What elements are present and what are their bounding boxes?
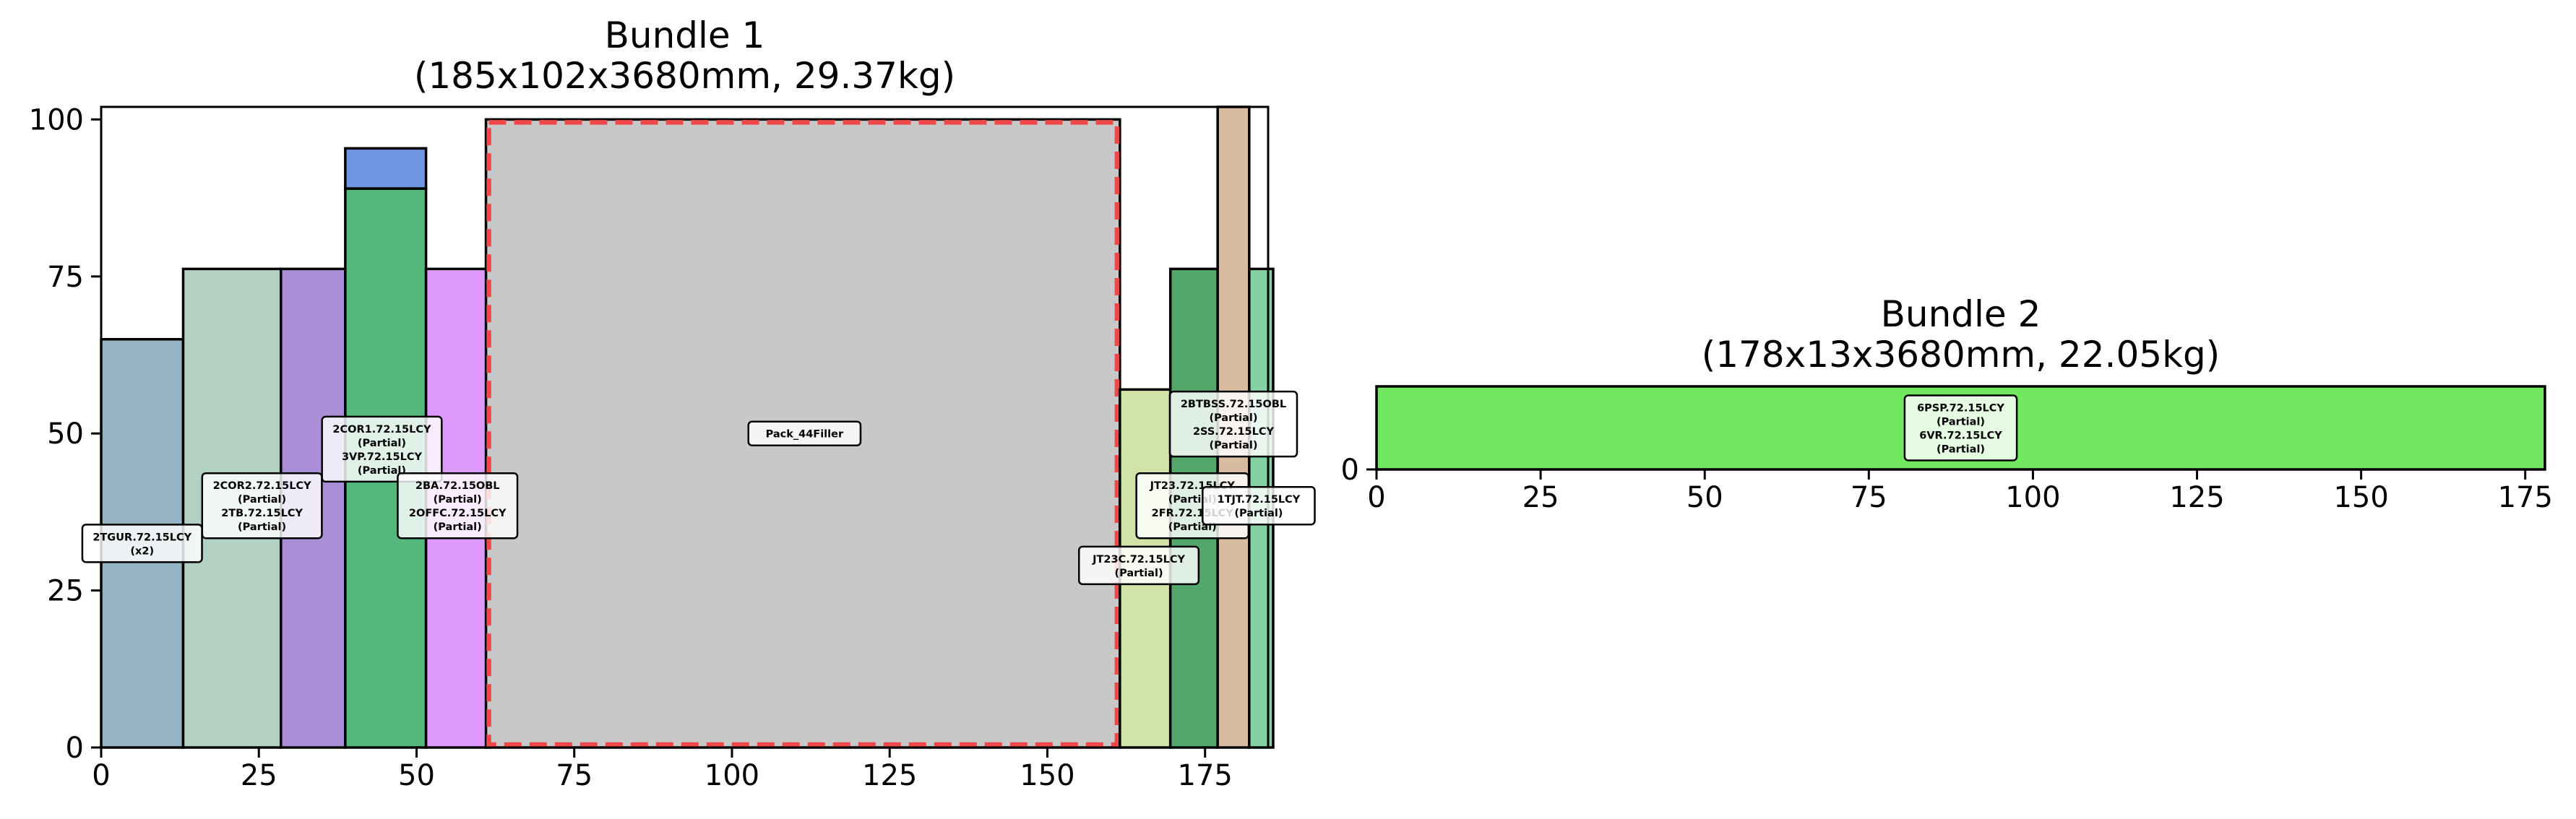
- annotation-text: 1TJT.72.15LCY: [1217, 494, 1300, 506]
- annotation-box: [1903, 394, 2018, 462]
- x-tick-label: 125: [2169, 481, 2224, 514]
- bar-1-5: [344, 147, 428, 190]
- bundle-2-panel: Bundle 2 (178x13x3680mm, 22.05kg) 0 25 50 7…: [1341, 293, 2553, 514]
- axes-frame: [1375, 385, 2546, 471]
- bar-annotation: 2BTBSS.72.15OBL (Partial) 2SS.72.15LCY (Par…: [1168, 390, 1298, 458]
- x-tick-label: 125: [862, 759, 917, 792]
- x-tick-label: 25: [241, 759, 277, 792]
- y-tick-label: 50: [47, 417, 84, 451]
- bar-annotation: 2TGUR.72.15LCY (x2): [81, 524, 203, 563]
- x-tick-label: 0: [92, 759, 110, 792]
- annotation-text: (Partial): [1114, 568, 1163, 579]
- x-tick-label: 75: [556, 759, 593, 792]
- annotation-box: [321, 415, 443, 483]
- annotation-text: (Partial): [434, 521, 482, 533]
- annotation-text: (Partial): [1209, 412, 1257, 424]
- annotation-text: 2COR1.72.15LCY: [332, 424, 431, 436]
- annotation-box: [1077, 545, 1200, 586]
- annotation-text: 2OFFC.72.15LCY: [409, 508, 507, 519]
- annotation-text: 2TB.72.15LCY: [221, 508, 303, 519]
- annotation-box: [747, 420, 862, 446]
- annotation-text: 2BA.72.15OBL: [415, 480, 500, 492]
- annotation-text: (Partial): [238, 521, 286, 533]
- annotation-text: 6PSP.72.15LCY: [1917, 403, 2004, 415]
- annotation-text: (x2): [130, 545, 154, 557]
- x-tick-label: 100: [705, 759, 759, 792]
- bar-annotation: 6PSP.72.15LCY (Partial) 6VR.72.15LCY (Parti…: [1903, 394, 2018, 462]
- x-tick-label: 100: [2005, 481, 2060, 514]
- x-tick-label: 150: [1020, 759, 1074, 792]
- highlight-outline: [486, 120, 1120, 748]
- annotation-text: (Partial): [434, 494, 482, 506]
- bundle-1-panel: Bundle 1 (185x102x3680mm, 29.37kg) 0 25 50…: [29, 14, 1316, 792]
- annotation-text: Pack_44Filler: [766, 429, 844, 441]
- annotation-box: [397, 472, 519, 540]
- annotation-box: [1202, 485, 1316, 526]
- x-tick-label: 75: [1851, 481, 1887, 514]
- annotation-text: 2BTBSS.72.15OBL: [1181, 399, 1286, 410]
- bundle-1-title: Bundle 1: [605, 14, 765, 56]
- bar-annotation: 2COR1.72.15LCY (Partial) 3VP.72.15LCY (Part…: [321, 415, 443, 483]
- x-tick-label: 25: [1522, 481, 1559, 514]
- bundle-1-subtitle: (185x102x3680mm, 29.37kg): [414, 55, 955, 97]
- bar-annotation: Pack_44Filler: [747, 420, 862, 446]
- annotation-text: (Partial): [358, 438, 406, 449]
- x-tick-label: 0: [1367, 481, 1385, 514]
- bundle-2-subtitle: (178x13x3680mm, 22.05kg): [1702, 334, 2220, 376]
- annotation-text: (Partial): [238, 494, 286, 506]
- annotation-text: (Partial): [1937, 444, 1985, 456]
- annotation-text: (Partial): [1937, 417, 1985, 428]
- bar-annotation: JT23C.72.15LCY (Partial): [1077, 545, 1200, 586]
- annotation-text: 3VP.72.15LCY: [342, 451, 423, 463]
- bundle-2-title: Bundle 2: [1881, 293, 2041, 335]
- annotation-text: JT23C.72.15LCY: [1092, 554, 1185, 566]
- x-tick-label: 50: [398, 759, 435, 792]
- annotation-text: 6VR.72.15LCY: [1919, 430, 2002, 442]
- annotation-text: (Partial): [358, 465, 406, 477]
- annotation-text: 2COR2.72.15LCY: [213, 480, 312, 492]
- y-tick-label: 75: [47, 261, 84, 294]
- bar-annotation: 1TJT.72.15LCY (Partial): [1202, 485, 1316, 526]
- x-tick-label: 50: [1687, 481, 1723, 514]
- annotation-box: [81, 524, 203, 563]
- y-tick-label: 0: [66, 732, 84, 765]
- bar-annotation: 2COR2.72.15LCY (Partial) 2TB.72.15LCY (Part…: [201, 472, 323, 540]
- annotation-box: [1168, 390, 1298, 458]
- y-tick-label: 25: [47, 575, 84, 608]
- annotation-text: 2TGUR.72.15LCY: [92, 532, 191, 543]
- x-tick-label: 150: [2333, 481, 2388, 514]
- annotation-text: (Partial): [1234, 508, 1283, 519]
- x-tick-label: 175: [2498, 481, 2553, 514]
- annotation-text: 2SS.72.15LCY: [1193, 426, 1275, 438]
- x-tick-label: 175: [1178, 759, 1233, 792]
- bar-annotation: 2BA.72.15OBL (Partial) 2OFFC.72.15LCY (Part…: [397, 472, 519, 540]
- annotation-box: [201, 472, 323, 540]
- y-tick-label: 0: [1341, 454, 1359, 487]
- annotation-text: (Partial): [1209, 440, 1257, 451]
- y-tick-label: 100: [29, 103, 84, 136]
